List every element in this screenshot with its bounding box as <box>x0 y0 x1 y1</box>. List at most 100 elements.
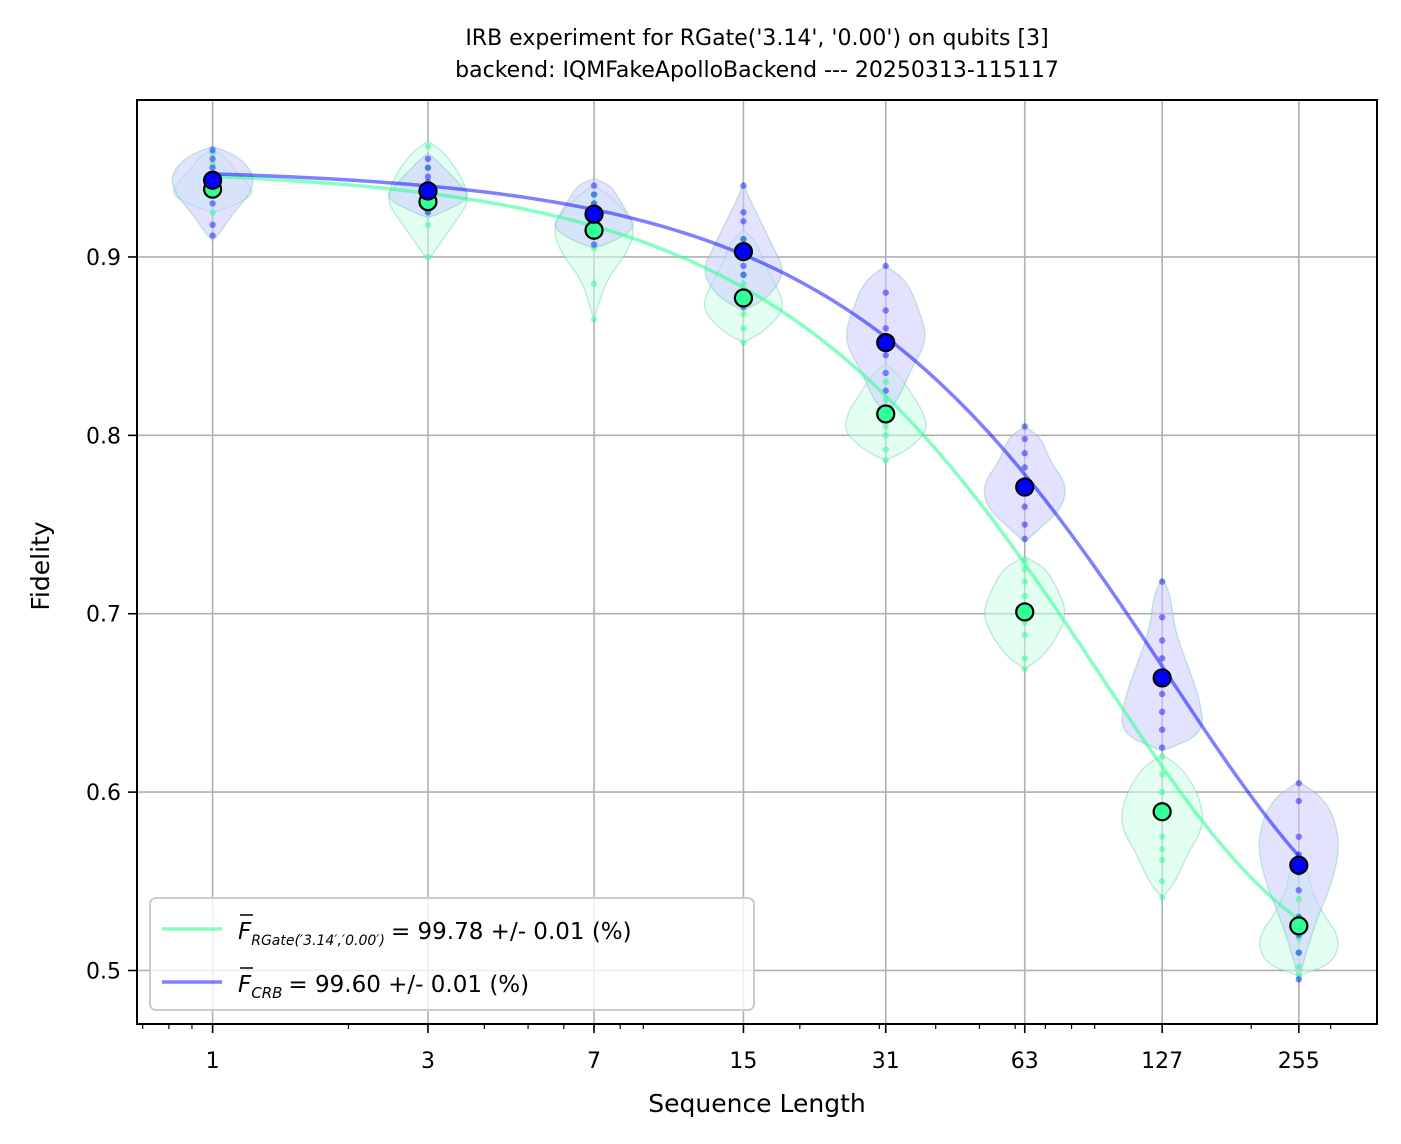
x-tick-label: 15 <box>729 1049 757 1074</box>
sample-point-crb <box>209 146 216 154</box>
sample-point-crb <box>1158 614 1166 621</box>
sample-point-rgate <box>1158 845 1166 853</box>
sample-point-crb <box>1021 423 1028 430</box>
sample-point-crb <box>882 307 889 314</box>
sample-point-crb <box>209 155 216 163</box>
sample-point-rgate <box>590 280 598 287</box>
sample-point-crb <box>1021 435 1028 443</box>
sample-point-crb <box>882 369 889 377</box>
x-tick-label: 31 <box>872 1049 900 1074</box>
sample-point-rgate <box>209 209 216 216</box>
fit-curve-rgate <box>212 174 1300 921</box>
sample-point-crb <box>882 262 889 270</box>
sample-point-crb <box>1158 690 1166 698</box>
sample-point-rgate <box>424 253 432 261</box>
sample-point-crb <box>1158 726 1166 733</box>
sample-point-rgate <box>1021 655 1028 662</box>
sample-point-rgate <box>1295 935 1303 942</box>
mean-markers <box>202 170 1309 936</box>
sample-point-rgate <box>1295 963 1303 971</box>
sample-point-rgate <box>882 423 889 430</box>
sample-point-rgate <box>1158 833 1166 840</box>
mean-point-rgate <box>1015 602 1035 622</box>
sample-point-rgate <box>424 221 432 229</box>
sample-point-rgate <box>209 150 216 157</box>
sample-point-crb <box>424 173 432 180</box>
sample-point-rgate <box>882 457 889 464</box>
sample-point-crb <box>590 191 598 198</box>
sample-point-rgate <box>1158 771 1166 778</box>
legend-label-crb: = 99.60 +/- 0.01 (%) <box>288 972 529 998</box>
sample-point-crb <box>740 218 747 225</box>
sample-point-crb <box>740 209 747 216</box>
sample-point-rgate <box>424 143 432 150</box>
sample-point-crb <box>1021 503 1028 510</box>
sample-point-rgate <box>882 378 889 386</box>
legend-entry-crb: FCRB = 99.60 +/- 0.01 (%) <box>238 972 529 1002</box>
x-tick-label: 1 <box>206 1049 220 1074</box>
sample-point-crb <box>1295 779 1303 787</box>
x-tick-label: 255 <box>1278 1049 1320 1074</box>
sample-point-crb <box>1158 655 1166 662</box>
mean-point-rgate <box>584 220 604 240</box>
y-tick-label: 0.5 <box>86 959 121 984</box>
violins <box>171 140 1340 984</box>
mean-point-rgate <box>1152 802 1172 822</box>
x-tick-label: 127 <box>1141 1049 1183 1074</box>
x-tick-label: 63 <box>1011 1049 1039 1074</box>
sample-point-rgate <box>1021 592 1028 600</box>
sample-point-rgate <box>740 310 747 318</box>
sample-point-crb <box>1295 887 1303 894</box>
sample-point-crb <box>1021 464 1028 471</box>
mean-point-crb <box>584 204 604 224</box>
sample-point-crb <box>1158 578 1166 585</box>
y-tick-label: 0.6 <box>86 781 121 806</box>
sample-point-rgate <box>1295 949 1303 956</box>
mean-point-crb <box>1289 855 1309 875</box>
legend-box <box>149 897 755 1011</box>
legend-subscript-crb: CRB <box>251 984 282 1002</box>
sample-point-crb <box>1295 949 1303 956</box>
sample-point-rgate <box>424 164 432 171</box>
axis-ticks: 1 3 7 15 31 63 127 255 0.5 0.6 0.7 0.8 0.9 <box>86 246 1332 1074</box>
sample-point-crb <box>882 289 889 296</box>
sample-point-rgate <box>590 244 598 252</box>
sample-point-rgate <box>1021 578 1028 585</box>
sample-point-rgate <box>1295 895 1303 903</box>
y-tick-label: 0.7 <box>86 603 121 628</box>
x-tick-label: 7 <box>587 1049 601 1074</box>
mean-point-crb <box>1015 477 1035 497</box>
sample-point-rgate <box>1158 878 1166 885</box>
sample-point-rgate <box>882 446 889 453</box>
mean-point-crb <box>1152 668 1172 688</box>
sample-point-rgate <box>1158 788 1166 796</box>
y-tick-label: 0.8 <box>86 424 121 449</box>
legend-entry-rgate: FRGate(′3.14′,′0.00′) = 99.78 +/- 0.01 (%… <box>238 919 632 949</box>
mean-point-rgate <box>733 288 754 308</box>
sample-point-crb <box>1158 708 1166 716</box>
sample-point-rgate <box>1158 856 1166 864</box>
sample-point-crb <box>209 232 216 239</box>
sample-point-rgate <box>1021 631 1028 639</box>
sample-point-rgate <box>590 316 598 323</box>
mean-point-rgate <box>1289 916 1309 936</box>
y-tick-label: 0.9 <box>86 246 121 271</box>
sample-point-rgate <box>740 235 747 243</box>
legend-subscript-rgate: RGate(′3.14′,′0.00′) <box>251 933 385 949</box>
sample-point-rgate <box>740 325 747 332</box>
legend-symbol-rgate: F <box>238 919 252 945</box>
sample-point-crb <box>424 155 432 163</box>
legend-label-rgate: = 99.78 +/- 0.01 (%) <box>391 919 632 945</box>
sample-point-crb <box>209 221 216 229</box>
sample-point-crb <box>1158 637 1166 644</box>
sample-point-crb <box>1158 744 1166 751</box>
sample-point-crb <box>209 200 216 207</box>
sample-point-crb <box>590 241 598 248</box>
sample-point-crb <box>1295 833 1303 840</box>
sample-point-crb <box>1295 797 1303 805</box>
sample-point-crb <box>1295 976 1303 983</box>
sample-point-rgate <box>590 191 598 198</box>
sample-point-crb <box>1021 449 1028 457</box>
sample-point-rgate <box>740 271 747 279</box>
